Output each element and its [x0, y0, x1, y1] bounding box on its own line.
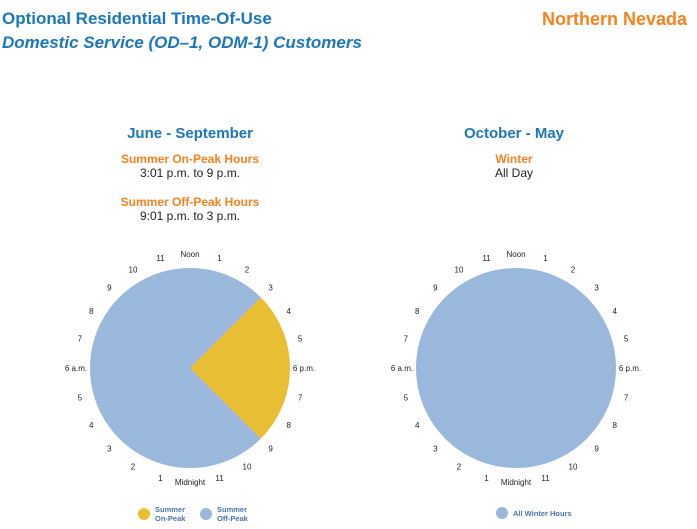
summer-period-title: June - September — [127, 125, 253, 142]
summer-tick-5am: 5 — [78, 394, 83, 403]
summer-tick-3am: 3 — [107, 445, 112, 454]
winter-tick-5am: 5 — [404, 394, 409, 403]
winter-tick-3am: 3 — [433, 445, 438, 454]
summer-tick-4pm: 4 — [287, 307, 292, 316]
winter-tick-4pm: 4 — [613, 307, 618, 316]
legend-on-peak-swatch — [138, 508, 150, 520]
winter-tick-midnight: Midnight — [501, 478, 532, 487]
legend-on-peak-line1: Summer — [155, 505, 186, 514]
winter-tick-8pm: 8 — [613, 421, 618, 430]
summer-on-peak-label: Summer On-Peak Hours — [120, 152, 260, 166]
region-label: Northern Nevada — [541, 9, 687, 29]
winter-tick-10am: 10 — [455, 265, 464, 274]
legend-winter-all: All Winter Hours — [496, 507, 572, 519]
summer-slice-summer-off-peak — [89, 267, 261, 468]
summer-tick-9am: 9 — [107, 283, 112, 292]
winter-tick-9pm: 9 — [594, 445, 599, 454]
winter-tick-7pm: 7 — [624, 394, 629, 403]
summer-tick-11am: 11 — [156, 254, 165, 263]
winter-tick-7am: 7 — [404, 334, 409, 343]
winter-tick-2pm: 2 — [571, 265, 576, 274]
winter-tick-10pm: 10 — [569, 463, 578, 472]
summer-tick-2pm: 2 — [245, 265, 250, 274]
summer-tick-6am: 6 a.m. — [65, 364, 87, 373]
legend-on-peak-line2: On-Peak — [155, 514, 186, 523]
summer-off-peak-label: Summer Off-Peak Hours — [120, 195, 260, 209]
winter-slice-all-winter-hours — [416, 268, 616, 468]
winter-tick-11am: 11 — [482, 254, 491, 263]
winter-tick-1am: 1 — [484, 474, 489, 483]
summer-tick-1pm: 1 — [217, 254, 222, 263]
legend-off-peak-line1: Summer — [217, 505, 248, 514]
winter-tick-4am: 4 — [415, 421, 420, 430]
legend-summer-on-peak: Summer On-Peak — [138, 505, 185, 523]
summer-tick-midnight: Midnight — [175, 478, 206, 487]
summer-off-peak-hours: 9:01 p.m. to 3 p.m. — [139, 209, 241, 223]
summer-on-peak-hours: 3:01 p.m. to 9 p.m. — [139, 166, 241, 180]
summer-tick-8pm: 8 — [287, 421, 292, 430]
winter-tick-9am: 9 — [433, 283, 438, 292]
winter-tick-6pm: 6 p.m. — [619, 364, 641, 373]
winter-tick-6am: 6 a.m. — [391, 364, 413, 373]
summer-tick-3pm: 3 — [268, 283, 273, 292]
page-title: Optional Residential Time-Of-Use — [2, 9, 272, 28]
legend-off-peak-line2: Off-Peak — [217, 514, 248, 523]
winter-label: Winter — [495, 152, 533, 166]
summer-tick-noon: Noon — [180, 250, 199, 259]
summer-tick-7pm: 7 — [298, 394, 303, 403]
summer-tick-10pm: 10 — [243, 463, 252, 472]
winter-tick-noon: Noon — [506, 250, 525, 259]
summer-tick-4am: 4 — [89, 421, 94, 430]
summer-tick-8am: 8 — [89, 307, 94, 316]
winter-period-title: October - May — [463, 125, 565, 142]
winter-tick-8am: 8 — [415, 307, 420, 316]
summer-slice-summer-on-peak — [190, 297, 290, 439]
summer-tick-1am: 1 — [158, 474, 163, 483]
winter-tick-5pm: 5 — [624, 334, 629, 343]
summer-tick-5pm: 5 — [298, 334, 303, 343]
legend-winter-swatch — [496, 507, 508, 519]
summer-tick-7am: 7 — [78, 334, 83, 343]
winter-tick-1pm: 1 — [543, 254, 548, 263]
summer-tick-10am: 10 — [129, 265, 138, 274]
legend-winter-label: All Winter Hours — [513, 508, 572, 518]
winter-tick-2am: 2 — [457, 463, 462, 472]
winter-tick-11pm: 11 — [541, 474, 550, 483]
summer-tick-9pm: 9 — [268, 445, 273, 454]
legend-summer-off-peak: Summer Off-Peak — [200, 505, 248, 523]
summer-tick-11pm: 11 — [215, 474, 224, 483]
summer-tick-2am: 2 — [131, 463, 136, 472]
summer-tick-6pm: 6 p.m. — [293, 364, 315, 373]
legend-off-peak-swatch — [200, 508, 212, 520]
winter-tick-3pm: 3 — [594, 283, 599, 292]
page-subtitle: Domestic Service (OD–1, ODM-1) Customers — [2, 33, 362, 52]
winter-hours: All Day — [494, 166, 533, 180]
